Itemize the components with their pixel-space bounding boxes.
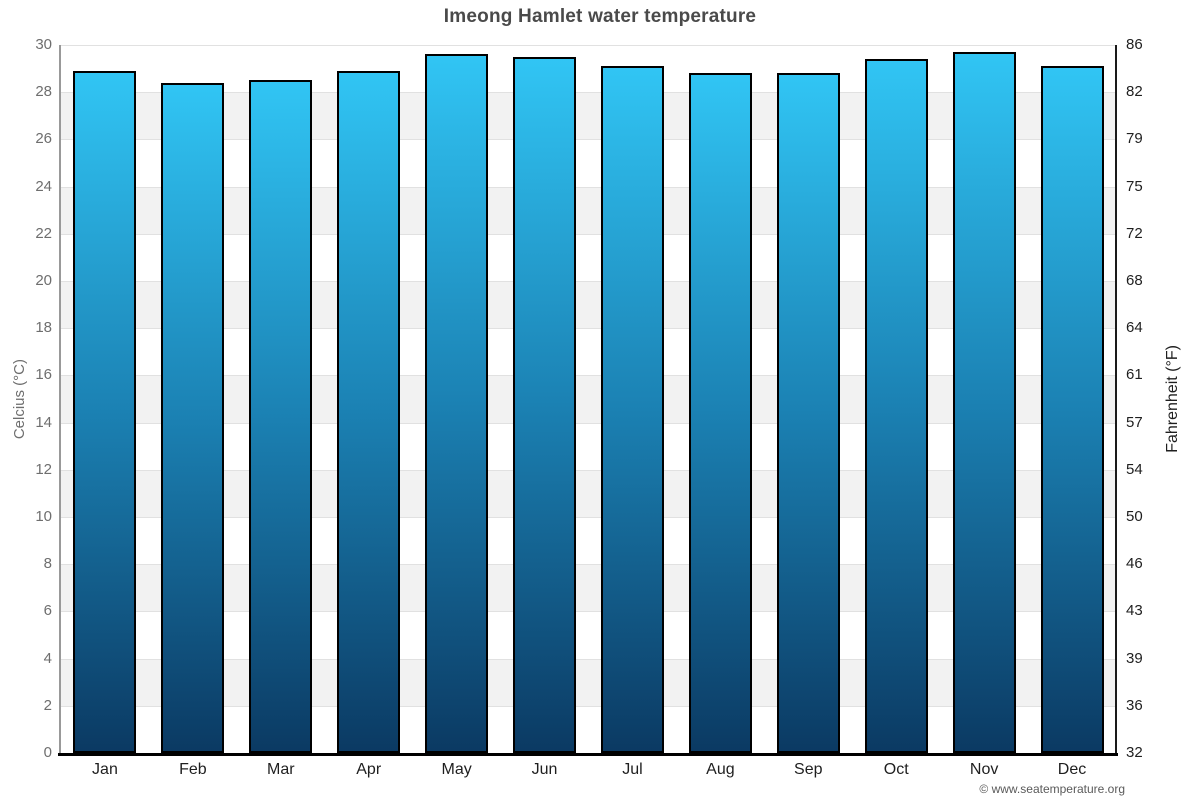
gridline: [61, 45, 1116, 46]
gridline: [61, 517, 1116, 518]
ytick-celsius: 28: [35, 83, 52, 101]
xtick-may: May: [441, 761, 472, 778]
y-axis-line-left: [59, 45, 61, 753]
gridline: [61, 705, 1116, 707]
ytick-fahrenheit: 39: [1126, 649, 1143, 667]
x-axis-line: [58, 753, 1118, 756]
xtick-aug: Aug: [706, 761, 735, 778]
chart-title: Imeong Hamlet water temperature: [443, 6, 757, 27]
xtick-sep: Sep: [794, 761, 823, 778]
plot-band: [61, 375, 1116, 423]
y-axis-title-celsius: Celcius (°C): [4, 45, 34, 753]
plot-band: [61, 517, 1116, 565]
ytick-fahrenheit: 43: [1126, 602, 1143, 620]
plot-area: [61, 45, 1116, 753]
ytick-fahrenheit: 86: [1126, 36, 1143, 53]
bar-may: [425, 54, 489, 753]
plot-band: [61, 281, 1116, 329]
xtick-oct: Oct: [883, 761, 909, 778]
ytick-celsius: 10: [35, 508, 52, 525]
xtick-dec: Dec: [1057, 761, 1087, 778]
ytick-fahrenheit: 50: [1126, 508, 1143, 525]
xtick-jul: Jul: [622, 761, 643, 778]
plot-band: [61, 422, 1116, 470]
ytick-celsius: 16: [35, 366, 52, 384]
ytick-fahrenheit: 72: [1126, 224, 1143, 242]
bar-dec: [1040, 66, 1104, 753]
ytick-fahrenheit: 79: [1126, 130, 1143, 148]
plot-band: [61, 92, 1116, 140]
plot-band: [61, 611, 1116, 659]
ytick-fahrenheit: 61: [1126, 366, 1143, 384]
bar-apr: [337, 71, 401, 753]
ytick-celsius: 0: [43, 744, 52, 761]
gridline: [61, 422, 1116, 424]
ytick-celsius: 26: [35, 130, 52, 148]
plot-band: [61, 658, 1116, 706]
ytick-celsius: 6: [43, 602, 52, 620]
plot-band: [61, 469, 1116, 517]
xtick-mar: Mar: [267, 761, 295, 778]
bar-oct: [864, 59, 928, 753]
plot-band: [61, 328, 1116, 376]
y-axis-title-fahrenheit: Fahrenheit (°F): [1158, 45, 1188, 753]
ytick-fahrenheit: 54: [1126, 460, 1143, 478]
ytick-fahrenheit: 32: [1126, 744, 1143, 761]
gridline: [61, 658, 1116, 660]
gridline: [61, 469, 1116, 471]
bar-mar: [249, 80, 313, 753]
xtick-feb: Feb: [179, 761, 207, 778]
plot-band: [61, 564, 1116, 612]
bar-nov: [952, 52, 1016, 753]
gridline: [61, 139, 1116, 141]
bar-jan: [73, 71, 137, 753]
bar-sep: [776, 73, 840, 753]
gridline: [61, 564, 1116, 566]
plot-band: [61, 705, 1116, 753]
ytick-celsius: 14: [35, 413, 52, 431]
ytick-celsius: 24: [35, 177, 52, 195]
ytick-celsius: 22: [35, 224, 52, 242]
y-axis-title-fahrenheit-text: Fahrenheit (°F): [1164, 345, 1181, 453]
ytick-fahrenheit: 36: [1126, 696, 1143, 714]
ytick-celsius: 4: [43, 649, 52, 667]
ytick-fahrenheit: 57: [1126, 413, 1143, 431]
ytick-celsius: 30: [35, 36, 52, 53]
gridline: [61, 92, 1116, 94]
ytick-fahrenheit: 46: [1126, 555, 1143, 573]
plot-band: [61, 139, 1116, 187]
y-axis-line-right: [1115, 45, 1117, 753]
ytick-fahrenheit: 82: [1126, 83, 1143, 101]
ytick-fahrenheit: 68: [1126, 272, 1143, 289]
xtick-jun: Jun: [531, 761, 558, 778]
bar-jul: [600, 66, 664, 753]
gridline: [61, 611, 1116, 613]
bar-jun: [513, 57, 577, 753]
xtick-nov: Nov: [969, 761, 999, 778]
bar-feb: [161, 83, 225, 753]
ytick-fahrenheit: 75: [1126, 177, 1143, 195]
bar-aug: [688, 73, 752, 753]
gridline: [61, 233, 1116, 235]
footer-credit-link[interactable]: © www.seatemperature.org: [979, 782, 1125, 796]
ytick-celsius: 12: [35, 460, 52, 478]
ytick-fahrenheit: 64: [1126, 319, 1143, 337]
ytick-celsius: 2: [43, 696, 52, 714]
ytick-celsius: 18: [35, 319, 52, 337]
gridline: [61, 375, 1116, 377]
plot-band: [61, 186, 1116, 234]
ytick-celsius: 20: [35, 272, 52, 289]
gridline: [61, 186, 1116, 188]
plot-band: [61, 233, 1116, 281]
ytick-celsius: 8: [43, 555, 52, 573]
gridline: [61, 328, 1116, 330]
gridline: [61, 281, 1116, 282]
plot-band: [61, 45, 1116, 93]
y-axis-title-celsius-text: Celcius (°C): [10, 358, 28, 440]
xtick-apr: Apr: [356, 761, 382, 778]
xtick-jan: Jan: [92, 761, 118, 778]
